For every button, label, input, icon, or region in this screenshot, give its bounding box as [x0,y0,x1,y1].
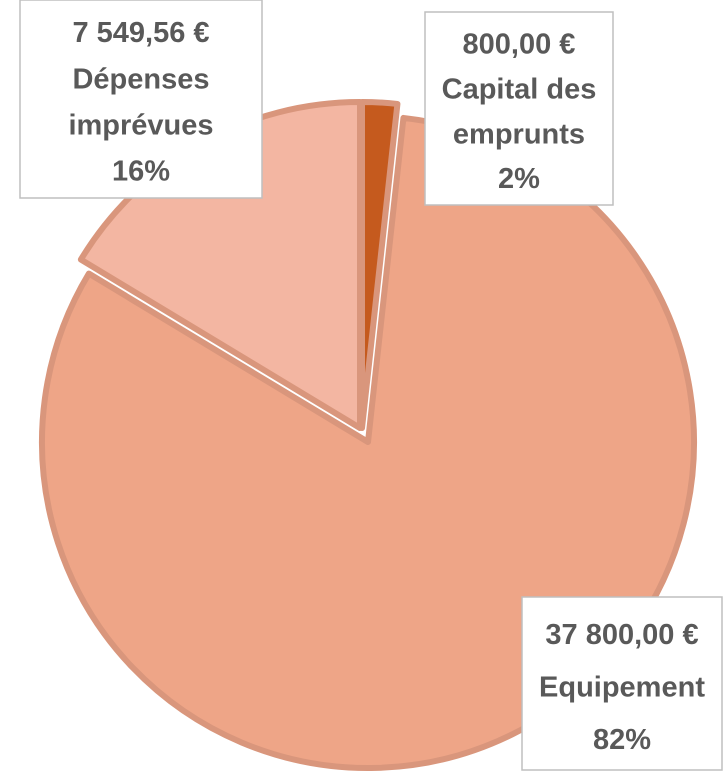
percent-label: 16% [112,155,170,187]
label-box [521,596,723,771]
category-label: Dépenses imprévues [68,63,213,141]
percent-label: 82% [593,724,651,756]
percent-label: 2% [498,163,540,195]
value-label: 7 549,56 € [72,17,209,49]
value-label: 800,00 € [463,28,576,60]
value-label: 37 800,00 € [545,619,698,651]
category-label: Equipement [539,671,705,703]
label-box [19,0,263,199]
category-label: Capital des emprunts [442,73,597,150]
label-box [424,11,614,206]
